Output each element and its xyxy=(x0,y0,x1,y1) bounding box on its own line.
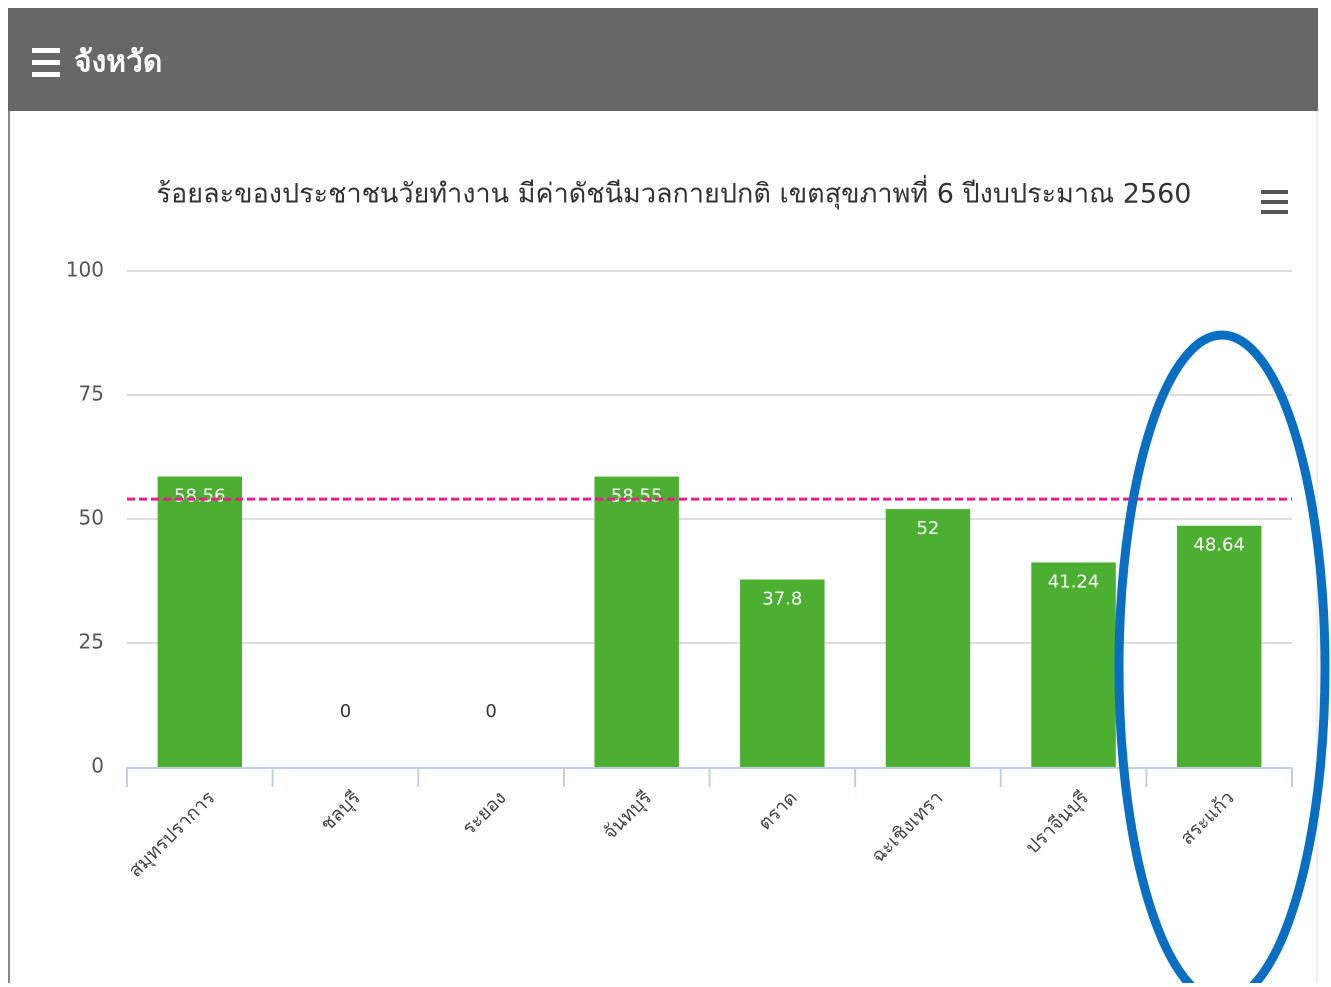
highlight-ellipse xyxy=(1114,330,1330,987)
bar xyxy=(740,579,825,767)
y-tick-label: 75 xyxy=(79,382,104,406)
x-tick-label: จันทบุรี xyxy=(599,787,657,845)
bar xyxy=(1176,525,1262,767)
header-bar xyxy=(8,8,1318,111)
data-label: 52 xyxy=(916,518,939,539)
y-tick-label: 100 xyxy=(66,258,104,282)
data-label: 41.24 xyxy=(1048,571,1100,592)
bar xyxy=(157,476,243,767)
x-tick-label: สมุทรปราการ xyxy=(124,787,220,883)
menu-icon[interactable] xyxy=(32,48,60,77)
chart-menu[interactable] xyxy=(1261,190,1288,214)
bar xyxy=(1031,562,1116,767)
data-label: 58.55 xyxy=(611,486,663,507)
data-label: 58.56 xyxy=(174,486,226,507)
data-label: 37.8 xyxy=(762,589,802,610)
x-tick-label: ตราด xyxy=(754,787,802,835)
y-tick-label: 25 xyxy=(79,630,104,654)
chart-title: ร้อยละของประชาชนวัยทำงาน มีค่าดัชนีมวลกา… xyxy=(157,175,1192,211)
bar xyxy=(885,509,971,767)
data-label: 0 xyxy=(340,701,351,722)
x-tick-label: ปราจีนบุรี xyxy=(1021,787,1093,859)
bar xyxy=(594,476,679,767)
header-title: จังหวัด xyxy=(74,45,162,80)
x-tick-label: ระยอง xyxy=(458,787,510,839)
x-tick-label: ชลบุรี xyxy=(316,787,365,836)
y-tick-label: 0 xyxy=(91,754,104,778)
x-tick-label: สระแก้ว xyxy=(1176,787,1239,850)
data-label: 0 xyxy=(485,701,496,722)
data-label: 48.64 xyxy=(1193,535,1245,556)
x-tick-label: ฉะเชิงเทรา xyxy=(867,787,947,867)
y-tick-label: 50 xyxy=(79,506,104,530)
